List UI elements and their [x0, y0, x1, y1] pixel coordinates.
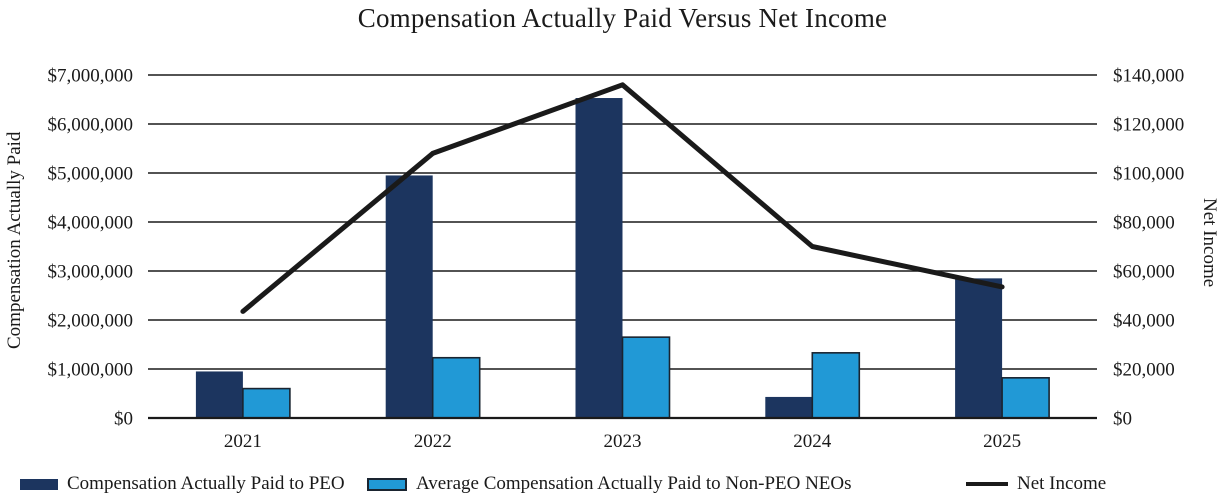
- bar-nonpeo-2024: [811, 352, 861, 419]
- right-axis-tick-label: $80,000: [1113, 213, 1175, 234]
- legend-swatch-peo: [20, 478, 58, 490]
- right-axis-tick-label: $100,000: [1113, 164, 1184, 185]
- right-axis-tick-label: $120,000: [1113, 115, 1184, 136]
- left-axis-tick-label: $2,000,000: [48, 311, 134, 332]
- chart-legend: Compensation Actually Paid to PEO Averag…: [0, 472, 1228, 500]
- bar-peo-2024: [765, 396, 813, 418]
- left-axis-tick-label: $0: [114, 409, 133, 430]
- legend-item-peo: Compensation Actually Paid to PEO: [20, 472, 345, 496]
- bar-nonpeo-2022: [431, 356, 481, 419]
- bar-peo-2022: [385, 175, 433, 418]
- bar-nonpeo-2021: [242, 387, 291, 419]
- x-axis-label-2023: 2023: [604, 431, 642, 452]
- left-axis-tick-label: $6,000,000: [48, 115, 134, 136]
- legend-label-peo: Compensation Actually Paid to PEO: [67, 473, 345, 494]
- bar-nonpeo-2025: [1001, 377, 1050, 419]
- left-axis-tick-label: $1,000,000: [48, 360, 134, 381]
- right-axis-tick-label: $0: [1113, 409, 1132, 430]
- x-axis-label-2022: 2022: [414, 431, 452, 452]
- bar-peo-2025: [955, 278, 1003, 418]
- left-axis-tick-label: $7,000,000: [48, 66, 134, 87]
- left-axis-tick-label: $5,000,000: [48, 164, 134, 185]
- x-axis-label-2021: 2021: [224, 431, 262, 452]
- right-axis-tick-label: $40,000: [1113, 311, 1175, 332]
- legend-item-net-income: Net Income: [966, 472, 1106, 496]
- left-axis-tick-label: $3,000,000: [48, 262, 134, 283]
- right-axis-tick-label: $20,000: [1113, 360, 1175, 381]
- right-axis-tick-label: $60,000: [1113, 262, 1175, 283]
- net-income-line: [240, 82, 1005, 314]
- legend-swatch-net-income-line: [966, 482, 1008, 486]
- right-axis-tick-label: $140,000: [1113, 66, 1184, 87]
- legend-label-nonpeo: Average Compensation Actually Paid to No…: [416, 473, 852, 494]
- left-axis-tick-label: $4,000,000: [48, 213, 134, 234]
- right-axis-title: Net Income: [1199, 198, 1220, 288]
- legend-label-net-income: Net Income: [1017, 473, 1107, 494]
- chart-plot-area: $0 $1,000,000 $2,000,000 $3,000,000 $4,000,0…: [48, 66, 1185, 453]
- bar-nonpeo-2023: [621, 336, 671, 419]
- chart-title: Compensation Actually Paid Versus Net In…: [357, 3, 888, 33]
- bar-peo-2023: [575, 98, 623, 418]
- bar-peo-2021: [195, 371, 243, 418]
- legend-swatch-nonpeo: [367, 477, 407, 491]
- x-axis-label-2024: 2024: [793, 431, 832, 452]
- legend-item-nonpeo: Average Compensation Actually Paid to No…: [367, 472, 852, 496]
- x-axis-label-2025: 2025: [983, 431, 1021, 452]
